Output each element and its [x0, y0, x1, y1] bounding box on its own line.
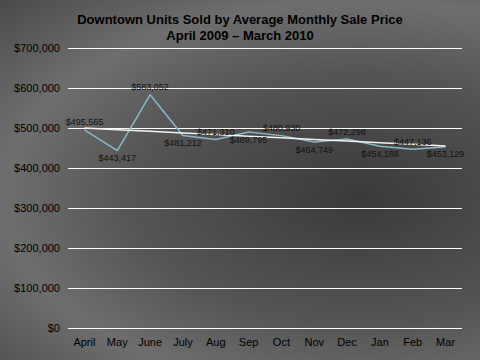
- svg-text:Nov: Nov: [304, 336, 324, 348]
- svg-text:$443,417: $443,417: [98, 153, 136, 163]
- svg-text:April 2009 – March 2010: April 2009 – March 2010: [166, 28, 313, 43]
- svg-text:Downtown Units Sold by Average: Downtown Units Sold by Average Monthly S…: [77, 12, 403, 27]
- svg-text:$495,565: $495,565: [66, 117, 104, 127]
- svg-text:$480,930: $480,930: [263, 123, 301, 133]
- svg-text:$464,749: $464,749: [295, 145, 333, 155]
- svg-text:$472,298: $472,298: [328, 127, 366, 137]
- svg-text:$300,000: $300,000: [14, 202, 60, 214]
- svg-text:$700,000: $700,000: [14, 42, 60, 54]
- svg-text:$600,000: $600,000: [14, 82, 60, 94]
- svg-text:Aug: Aug: [206, 336, 226, 348]
- svg-text:Sep: Sep: [239, 336, 259, 348]
- svg-text:$100,000: $100,000: [14, 282, 60, 294]
- svg-text:$454,188: $454,188: [361, 149, 399, 159]
- svg-text:July: July: [173, 336, 193, 348]
- svg-text:$481,212: $481,212: [164, 138, 202, 148]
- svg-text:$400,000: $400,000: [14, 162, 60, 174]
- svg-text:$0: $0: [48, 322, 60, 334]
- svg-text:Oct: Oct: [273, 336, 290, 348]
- svg-text:Feb: Feb: [403, 336, 422, 348]
- svg-text:Jan: Jan: [371, 336, 389, 348]
- svg-text:$471,310: $471,310: [197, 127, 235, 137]
- svg-text:$500,000: $500,000: [14, 122, 60, 134]
- svg-text:May: May: [107, 336, 128, 348]
- svg-text:Mar: Mar: [436, 336, 455, 348]
- svg-text:$200,000: $200,000: [14, 242, 60, 254]
- svg-text:June: June: [138, 336, 162, 348]
- svg-text:$489,795: $489,795: [230, 135, 268, 145]
- svg-text:$583,052: $583,052: [131, 82, 169, 92]
- svg-text:April: April: [73, 336, 95, 348]
- svg-text:$453,129: $453,129: [427, 149, 465, 159]
- svg-text:Dec: Dec: [337, 336, 357, 348]
- svg-text:$447,136: $447,136: [394, 137, 432, 147]
